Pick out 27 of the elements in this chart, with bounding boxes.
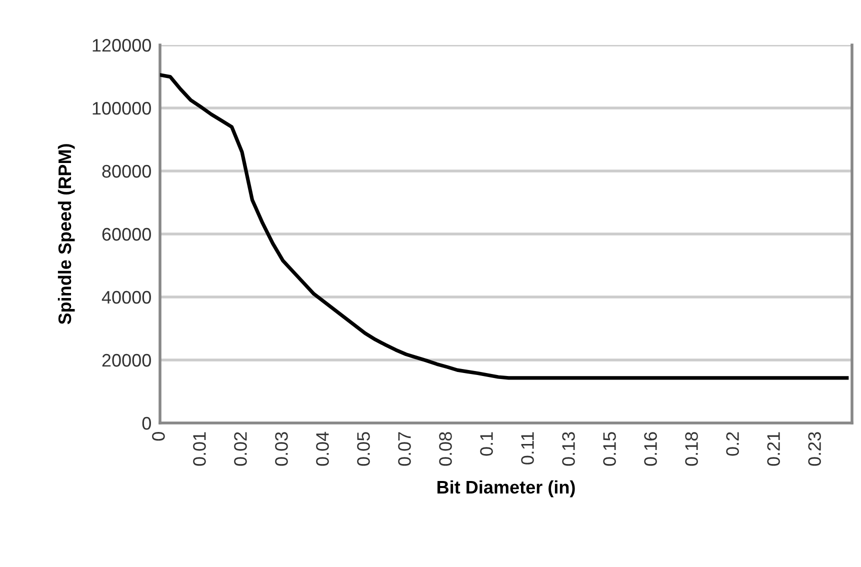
x-tick-label: 0.02 xyxy=(234,432,247,466)
x-tick-label: 0 xyxy=(152,432,165,441)
x-tick-label: 0.13 xyxy=(562,432,575,466)
x-tick-label: 0.04 xyxy=(316,432,329,466)
x-tick-label: 0.01 xyxy=(193,432,206,466)
y-tick-label: 120000 xyxy=(92,38,151,52)
y-tick-label: 20000 xyxy=(102,354,151,367)
x-tick-label: 0.1 xyxy=(480,432,493,456)
x-tick-label: 0.08 xyxy=(439,432,452,466)
x-tick-label: 0.11 xyxy=(521,432,534,464)
y-axis-title: Spindle Speed (RPM) xyxy=(58,144,75,324)
x-tick-label: 0.18 xyxy=(685,432,698,466)
x-tick-label: 0.2 xyxy=(726,432,739,456)
x-tick-label: 0.03 xyxy=(275,432,288,466)
x-tick-label: 0.05 xyxy=(357,432,370,466)
y-tick-label: 100000 xyxy=(92,102,151,115)
x-tick-label: 0.07 xyxy=(398,432,411,466)
y-tick-label: 60000 xyxy=(102,228,151,241)
y-tick-label: 0 xyxy=(142,416,151,430)
x-tick-label: 0.16 xyxy=(644,432,657,466)
x-tick-label: 0.23 xyxy=(808,432,821,466)
y-tick-label: 80000 xyxy=(102,164,151,178)
y-tick-label: 40000 xyxy=(102,290,151,304)
line-series xyxy=(160,73,849,380)
x-tick-label: 0.15 xyxy=(603,432,616,466)
x-axis-title: Bit Diameter (in) xyxy=(437,480,575,498)
x-tick-label: 0.21 xyxy=(767,432,780,466)
